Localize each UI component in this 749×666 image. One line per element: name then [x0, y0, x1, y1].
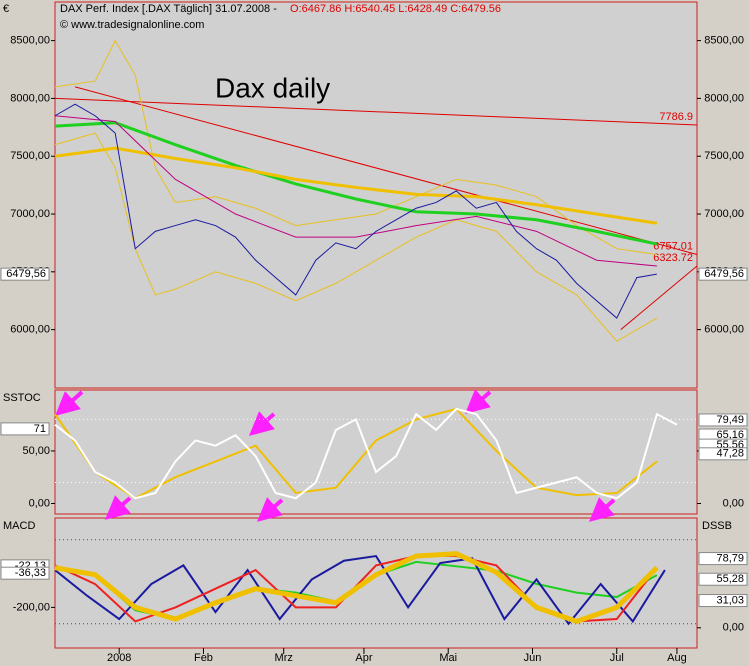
series-line	[54, 146, 658, 225]
series-line	[54, 103, 657, 319]
macd-label: MACD	[3, 520, 35, 532]
y-tick-label: -200,00	[13, 601, 50, 613]
y-tick-label: 0,00	[29, 497, 50, 509]
value-tag-label: 6479,56	[6, 268, 46, 280]
x-tick-label: Mrz	[275, 652, 293, 664]
value-tag-label: 79,49	[716, 414, 744, 426]
value-tag-label: 78,79	[716, 552, 744, 564]
series-line	[54, 407, 658, 500]
series-line	[54, 407, 678, 500]
value-tag	[0, 267, 50, 281]
header-ohlc: O:6467.86 H:6540.45 L:6428.49 C:6479.56	[290, 3, 501, 15]
value-tag	[698, 572, 748, 586]
value-tag	[0, 422, 50, 436]
y-tick-label: 6000,00	[10, 324, 50, 336]
arrows	[55, 389, 616, 522]
annotation: Dax daily	[215, 72, 330, 103]
value-tag	[698, 594, 748, 608]
series-line	[54, 551, 659, 625]
value-tag-label: 55,28	[716, 573, 744, 585]
main-panel	[54, 1, 698, 389]
trendline-label: 6757.01	[653, 240, 693, 252]
sstoc-panel	[54, 389, 698, 515]
y-tick-label: 7000,00	[10, 208, 50, 220]
value-tag-label: -36,33	[15, 567, 46, 579]
y-tick-label: 8000,00	[704, 92, 744, 104]
value-tag	[0, 566, 50, 580]
dssb-label: DSSB	[702, 520, 732, 532]
main-label: €	[3, 3, 9, 15]
y-tick-label: 7000,00	[704, 208, 744, 220]
header-title: DAX Perf. Index [.DAX Täglich] 31.07.200…	[60, 3, 277, 15]
trendline	[54, 97, 698, 126]
trendline	[74, 86, 698, 255]
x-tick-label: Apr	[355, 652, 372, 664]
value-tag-label: 71	[34, 423, 46, 435]
y-tick-label: 8500,00	[10, 35, 50, 47]
copyright: © www.tradesignalonline.com	[60, 19, 204, 31]
value-tag	[698, 552, 748, 566]
y-tick-label: 8500,00	[704, 35, 744, 47]
trendline-label: 7786.9	[659, 111, 693, 123]
series-line	[54, 132, 658, 342]
trendline-label: 6323.72	[653, 252, 693, 264]
y-tick-label: 8000,00	[10, 92, 50, 104]
value-tag-label: 31,03	[716, 594, 744, 606]
value-tag-label: 65,16	[716, 429, 744, 441]
x-tick-label: Aug	[667, 652, 687, 664]
x-tick-label: Mai	[439, 652, 457, 664]
x-tick-label: 2008	[107, 652, 131, 664]
sstoc-label: SSTOC	[3, 392, 41, 404]
x-tick-label: Feb	[194, 652, 213, 664]
series-line	[54, 121, 658, 246]
y-tick-label: 50,00	[22, 445, 50, 457]
series-line	[54, 39, 657, 255]
x-tick-label: Jun	[524, 652, 542, 664]
value-tag-label: 6479,56	[704, 268, 744, 280]
value-tag	[698, 447, 748, 461]
value-tag-label: 47,28	[716, 448, 744, 460]
y-tick-label: 0,00	[723, 497, 744, 509]
y2-tick-label: 0,00	[723, 622, 744, 634]
series-line	[54, 115, 657, 267]
value-tag	[698, 413, 748, 427]
trendline	[620, 265, 698, 331]
y-tick-label: 7500,00	[10, 150, 50, 162]
value-tag	[698, 267, 748, 281]
macd-panel	[54, 517, 698, 649]
y-tick-label: 6000,00	[704, 324, 744, 336]
y-tick-label: 7500,00	[704, 150, 744, 162]
x-tick-label: Jul	[610, 652, 624, 664]
